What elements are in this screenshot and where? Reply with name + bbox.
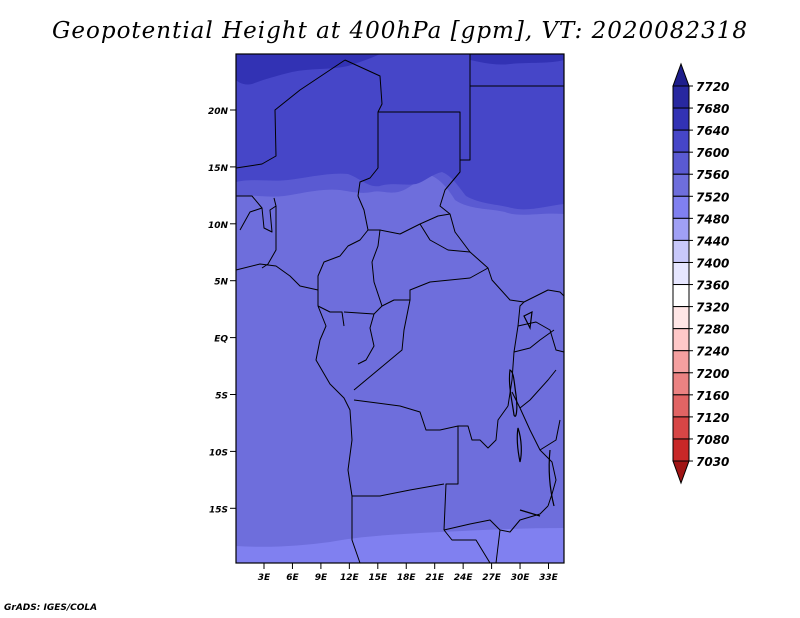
map-panel xyxy=(236,54,564,563)
colorbar-segment xyxy=(672,394,690,418)
colorbar-label: 7680 xyxy=(696,102,729,116)
colorbar-label: 7600 xyxy=(696,146,729,160)
country-borders xyxy=(235,54,565,564)
lakes xyxy=(508,310,555,517)
colorbar-label: 7080 xyxy=(696,433,729,447)
lat-tick-label: 20N xyxy=(208,107,229,117)
lon-tick-label: 18E xyxy=(397,573,417,583)
lon-tick-label: 33E xyxy=(539,573,559,583)
lon-tick-label: 3E xyxy=(258,573,271,583)
colorbar-label: 7560 xyxy=(696,168,729,182)
colorbar-label: 7440 xyxy=(696,234,729,248)
colorbar-segment xyxy=(672,306,690,330)
colorbar-label: 7520 xyxy=(696,190,729,204)
colorbar-label: 7400 xyxy=(696,256,729,270)
colorbar-segment xyxy=(672,107,690,131)
colorbar-label: 7160 xyxy=(696,389,729,403)
colorbar-segment xyxy=(672,173,690,197)
lat-tick-label: 10S xyxy=(209,448,228,458)
colorbar-label: 7640 xyxy=(696,124,729,138)
colorbar-segment xyxy=(672,261,690,286)
lon-tick-label: 21E xyxy=(425,573,445,583)
colorbar-segment xyxy=(672,372,690,396)
credit-text: GrADS: IGES/COLA xyxy=(4,603,98,613)
lon-tick-label: 6E xyxy=(286,573,299,583)
lat-tick-label: 5S xyxy=(215,392,228,402)
lat-tick-label: 10N xyxy=(208,221,229,231)
colorbar-top-arrow xyxy=(672,62,690,87)
colorbar-label: 7720 xyxy=(696,80,729,94)
colorbar-label: 7200 xyxy=(696,367,729,381)
colorbar-label: 7320 xyxy=(696,301,729,315)
field-band-7640b xyxy=(470,54,564,65)
chart-title: Geopotential Height at 400hPa [gpm], VT:… xyxy=(52,18,748,44)
colorbar-segment xyxy=(672,239,690,263)
colorbar-segment xyxy=(672,217,690,241)
colorbar-label: 7120 xyxy=(696,411,729,425)
colorbar-label: 7030 xyxy=(696,455,729,469)
colorbar-segment xyxy=(672,416,690,440)
colorbar: 7720 7680 7640 7600 7560 7520 7480 7440 7400 7360… xyxy=(672,62,729,485)
lon-tick-label: 12E xyxy=(340,573,360,583)
lon-tick-label: 30E xyxy=(511,573,531,583)
lat-tick-label: EQ xyxy=(214,335,228,345)
colorbar-segment xyxy=(672,350,690,374)
colorbar-segment xyxy=(672,284,690,308)
colorbar-label: 7280 xyxy=(696,323,729,337)
colorbar-segment xyxy=(672,151,690,175)
lat-tick-label: 5N xyxy=(214,278,228,288)
colorbar-label: 7240 xyxy=(696,345,729,359)
colorbar-bottom-arrow xyxy=(672,460,690,485)
field-band-7640 xyxy=(236,54,380,85)
longitude-axis: 3E 6E 9E 12E 15E 18E 21E 24E 27E 30E 33E xyxy=(258,563,559,583)
field-band-7480 xyxy=(236,528,564,563)
lon-tick-label: 15E xyxy=(368,573,388,583)
colorbar-label: 7360 xyxy=(696,279,729,293)
colorbar-segment xyxy=(672,129,690,153)
colorbar-segment xyxy=(672,438,690,462)
map-frame xyxy=(235,53,565,564)
lon-tick-label: 27E xyxy=(482,573,502,583)
colorbar-segment xyxy=(672,328,690,352)
colorbar-segment xyxy=(672,85,690,109)
lat-tick-label: 15N xyxy=(208,164,229,174)
field-band-7600 xyxy=(236,54,564,210)
colorbar-segment xyxy=(672,195,690,219)
lon-tick-label: 9E xyxy=(315,573,328,583)
lon-tick-label: 24E xyxy=(454,573,474,583)
colorbar-label: 7480 xyxy=(696,212,729,226)
latitude-axis: 20N 15N 10N 5N EQ 5S 10S 15S xyxy=(208,107,236,515)
lat-tick-label: 15S xyxy=(209,505,228,515)
